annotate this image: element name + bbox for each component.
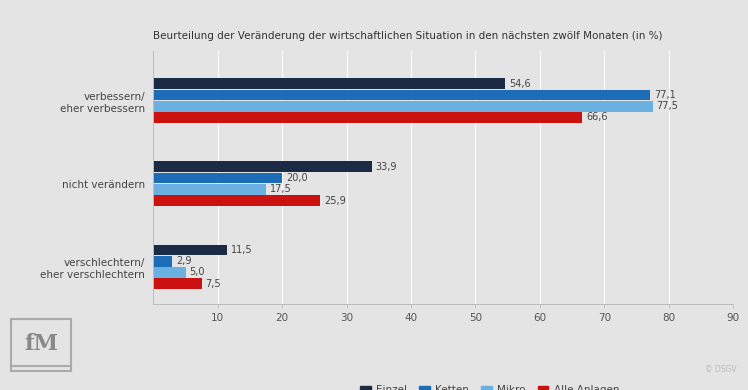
Text: 20,0: 20,0 [286,173,307,183]
Bar [153,101,652,112]
Bar [153,267,186,278]
Text: © DSGV: © DSGV [705,365,737,374]
Text: 5,0: 5,0 [189,268,205,277]
Bar [153,112,582,123]
Bar [153,245,227,255]
Text: 54,6: 54,6 [509,79,530,89]
Text: 33,9: 33,9 [375,162,397,172]
Text: 7,5: 7,5 [206,278,221,289]
Text: 17,5: 17,5 [270,184,292,194]
Text: 25,9: 25,9 [324,195,346,206]
Bar [153,278,202,289]
Bar [153,90,650,100]
Text: fM: fM [24,333,58,355]
Bar [153,256,172,267]
Text: 77,1: 77,1 [654,90,675,100]
Bar [153,173,282,183]
Legend: Einzel, Ketten, Mikro, Alle Anlagen: Einzel, Ketten, Mikro, Alle Anlagen [360,385,619,390]
Text: Beurteilung der Veränderung der wirtschaftlichen Situation in den nächsten zwölf: Beurteilung der Veränderung der wirtscha… [153,31,663,41]
Bar [153,161,372,172]
Bar [153,184,266,195]
Text: 66,6: 66,6 [586,112,607,122]
Text: 2,9: 2,9 [176,256,191,266]
Bar [153,195,320,206]
Bar [153,78,505,89]
Text: 11,5: 11,5 [231,245,253,255]
Text: 77,5: 77,5 [657,101,678,111]
